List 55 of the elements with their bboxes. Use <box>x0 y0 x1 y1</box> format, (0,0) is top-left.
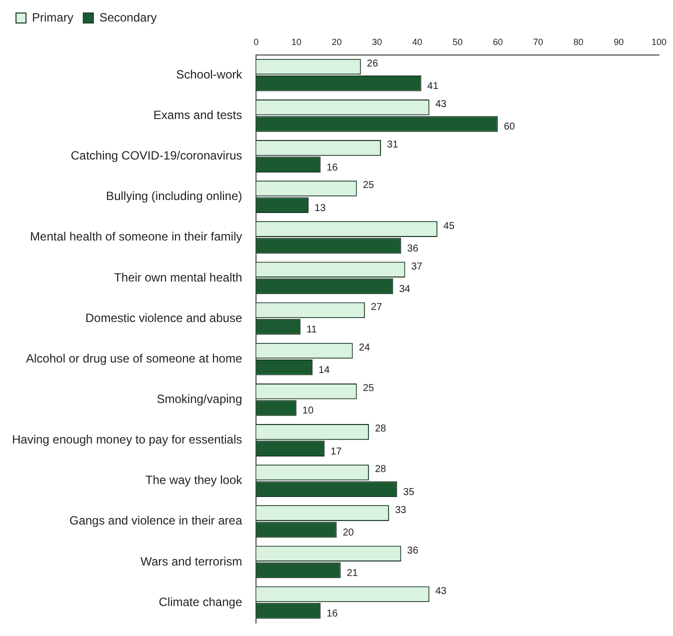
data-label: 14 <box>318 365 330 376</box>
data-label: 16 <box>326 608 338 620</box>
y-tick-label: Gangs and violence in their area <box>69 514 242 528</box>
data-label: 60 <box>504 122 516 133</box>
x-tick-label: 30 <box>372 36 382 47</box>
y-tick-label: Climate change <box>158 594 242 609</box>
data-label: 36 <box>407 243 419 254</box>
y-tick-label: Having enough money to pay for essentials <box>12 432 242 447</box>
data-label: 16 <box>326 162 338 174</box>
y-tick-label: Their own mental health <box>114 270 242 284</box>
y-tick-label: Domestic violence and abuse <box>85 310 242 325</box>
data-label: 25 <box>362 180 374 192</box>
data-label: 36 <box>407 545 419 556</box>
data-label: 20 <box>342 527 354 538</box>
data-label: 11 <box>306 324 318 336</box>
data-label: 34 <box>399 284 411 296</box>
data-label: 25 <box>362 383 374 394</box>
x-tick-label: 0 <box>254 36 259 47</box>
legend-label: Secondary <box>99 10 157 24</box>
data-label: 37 <box>411 261 423 272</box>
data-label: 43 <box>435 586 447 597</box>
x-tick-label: 90 <box>614 36 624 47</box>
data-label: 28 <box>374 464 386 476</box>
x-tick-label: 80 <box>573 36 584 47</box>
data-label: 45 <box>443 220 455 232</box>
x-tick-label: 70 <box>533 36 544 47</box>
data-label: 10 <box>302 406 314 417</box>
y-tick-label: School-work <box>176 67 244 82</box>
x-tick-label: 40 <box>412 36 422 47</box>
data-label: 35 <box>403 486 415 498</box>
y-tick-label: Smoking/vaping <box>156 392 242 406</box>
data-label: 28 <box>374 424 386 435</box>
x-tick-label: 50 <box>452 36 463 47</box>
x-tick-label: 20 <box>332 36 342 47</box>
legend-label: Primary <box>32 10 74 24</box>
y-tick-label: Bullying (including online) <box>106 189 242 204</box>
x-tick-label: 10 <box>291 36 302 47</box>
data-label: 43 <box>435 99 447 110</box>
x-tick-label: 100 <box>651 36 667 47</box>
y-tick-label: Exams and tests <box>153 108 242 122</box>
y-tick-label: Wars and terrorism <box>140 554 242 568</box>
data-label: 24 <box>358 342 370 354</box>
y-tick-label: Mental health of someone in their family <box>30 230 242 244</box>
data-label: 26 <box>366 58 378 70</box>
data-label: 31 <box>387 140 399 151</box>
x-tick-label: 60 <box>492 36 503 47</box>
y-tick-label: Alcohol or drug use of someone at home <box>26 351 242 366</box>
y-tick-label: The way they look <box>145 473 244 488</box>
y-tick-label: Catching COVID-19/coronavirus <box>70 148 242 163</box>
data-label: 13 <box>314 202 326 214</box>
data-label: 41 <box>427 81 439 92</box>
data-label: 33 <box>395 504 407 516</box>
data-label: 21 <box>346 568 358 580</box>
data-label: 27 <box>370 302 382 313</box>
data-label: 17 <box>330 446 342 458</box>
